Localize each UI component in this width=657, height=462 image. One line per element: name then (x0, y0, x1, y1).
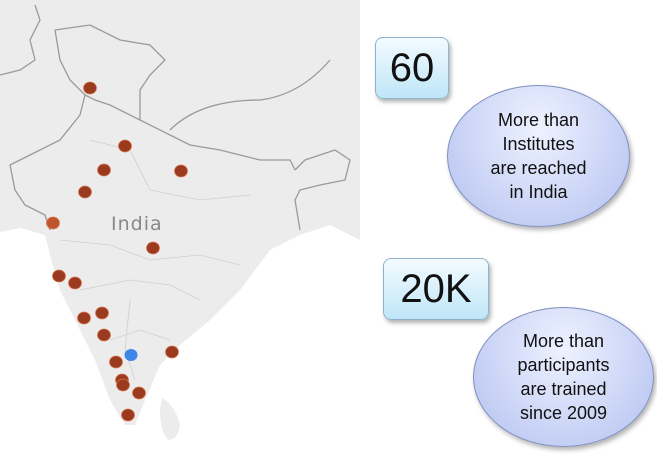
location-dot-icon (116, 378, 130, 392)
highlighted-location-dot-icon (124, 349, 138, 361)
description-line: participants (517, 355, 610, 375)
location-dot-icon (95, 306, 109, 320)
description-line: More than (522, 331, 605, 351)
institutes-count: 60 (389, 45, 435, 90)
description-line: are trained (520, 379, 607, 399)
location-dot-icon (121, 408, 135, 422)
india-map (0, 0, 360, 440)
location-dot-icon (118, 139, 132, 153)
description-line: are reached (490, 158, 587, 178)
description-line: in India (509, 182, 568, 202)
location-dot-icon (174, 164, 188, 178)
description-line: Institutes (502, 134, 575, 154)
location-dot-icon (77, 311, 91, 325)
country-label: India (111, 213, 163, 235)
location-dot-icon (97, 163, 111, 177)
location-dot-icon (109, 355, 123, 369)
description-line: More than (497, 110, 580, 130)
institutes-count-badge: 60 (375, 37, 449, 99)
location-dot-icon (97, 328, 111, 342)
description-line: since 2009 (519, 403, 608, 423)
location-dot-icon (146, 241, 160, 255)
location-dot-icon (132, 386, 146, 400)
location-dot-icon (52, 269, 66, 283)
location-dot-icon (68, 276, 82, 290)
participants-count: 20K (400, 266, 472, 311)
sri-lanka (160, 398, 180, 440)
location-dot-icon (165, 345, 179, 359)
location-dot-icon (83, 81, 97, 95)
participants-count-badge: 20K (383, 258, 489, 320)
location-dot-icon (46, 216, 60, 230)
institutes-description-bubble: More than Institutes are reached in Indi… (447, 85, 630, 227)
participants-description-bubble: More than participants are trained since… (473, 307, 654, 447)
location-dot-icon (78, 185, 92, 199)
